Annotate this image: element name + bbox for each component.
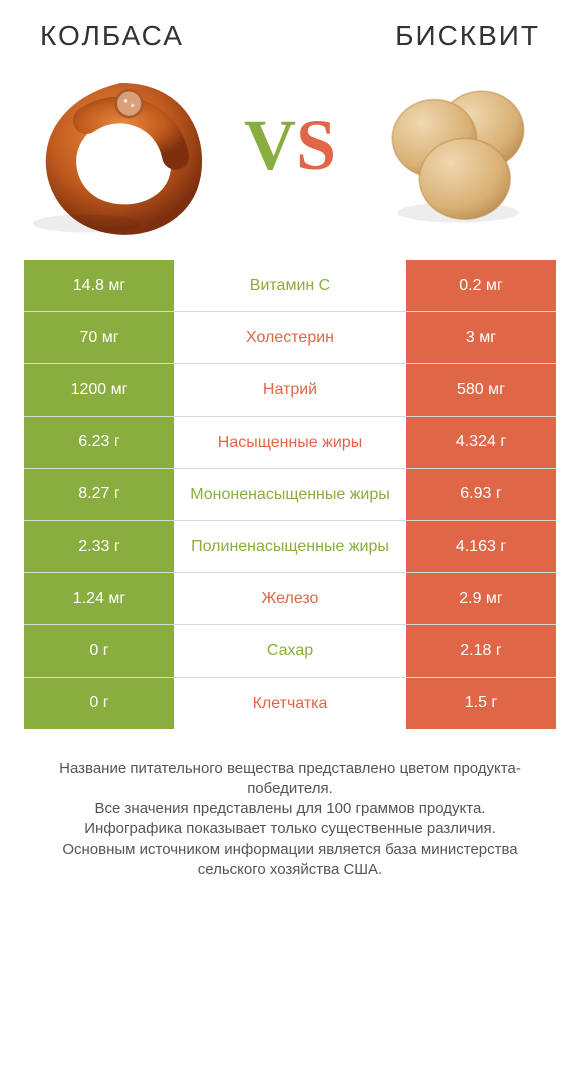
table-row: 8.27 гМононенасыщенные жиры6.93 г <box>24 469 556 521</box>
left-value: 2.33 г <box>24 521 174 572</box>
table-row: 1.24 мгЖелезо2.9 мг <box>24 573 556 625</box>
left-value: 0 г <box>24 625 174 676</box>
right-product-image <box>368 66 548 236</box>
table-row: 1200 мгНатрий580 мг <box>24 364 556 416</box>
left-value: 6.23 г <box>24 417 174 468</box>
left-value: 70 мг <box>24 312 174 363</box>
table-row: 14.8 мгВитамин C0.2 мг <box>24 260 556 312</box>
table-row: 70 мгХолестерин3 мг <box>24 312 556 364</box>
footnote-line: Основным источником информации является … <box>42 840 538 881</box>
left-value: 1200 мг <box>24 364 174 415</box>
right-value: 2.18 г <box>406 625 556 676</box>
table-row: 2.33 гПолиненасыщенные жиры4.163 г <box>24 521 556 573</box>
table-row: 0 гКлетчатка1.5 г <box>24 678 556 729</box>
nutrient-label: Клетчатка <box>174 678 406 729</box>
right-product-title: БИСКВИТ <box>395 20 540 52</box>
footnote-line: Инфографика показывает только существенн… <box>42 819 538 839</box>
comparison-table: 14.8 мгВитамин C0.2 мг70 мгХолестерин3 м… <box>24 260 556 729</box>
nutrient-label: Витамин C <box>174 260 406 311</box>
right-value: 3 мг <box>406 312 556 363</box>
right-value: 580 мг <box>406 364 556 415</box>
table-row: 6.23 гНасыщенные жиры4.324 г <box>24 417 556 469</box>
right-value: 0.2 мг <box>406 260 556 311</box>
footnote-line: Все значения представлены для 100 граммо… <box>42 799 538 819</box>
left-value: 8.27 г <box>24 469 174 520</box>
right-value: 1.5 г <box>406 678 556 729</box>
vs-v: V <box>244 109 296 181</box>
nutrient-label: Мононенасыщенные жиры <box>174 469 406 520</box>
left-value: 0 г <box>24 678 174 729</box>
footnote-text: Название питательного вещества представл… <box>24 729 556 881</box>
footnote-line: Название питательного вещества представл… <box>42 759 538 800</box>
title-row: КОЛБАСА БИСКВИТ <box>24 20 556 52</box>
left-value: 1.24 мг <box>24 573 174 624</box>
right-value: 6.93 г <box>406 469 556 520</box>
nutrient-label: Сахар <box>174 625 406 676</box>
left-product-image <box>32 66 212 236</box>
left-product-title: КОЛБАСА <box>40 20 184 52</box>
nutrient-label: Холестерин <box>174 312 406 363</box>
nutrient-label: Насыщенные жиры <box>174 417 406 468</box>
nutrient-label: Полиненасыщенные жиры <box>174 521 406 572</box>
nutrient-label: Натрий <box>174 364 406 415</box>
right-value: 2.9 мг <box>406 573 556 624</box>
right-value: 4.163 г <box>406 521 556 572</box>
nutrient-label: Железо <box>174 573 406 624</box>
right-value: 4.324 г <box>406 417 556 468</box>
infographic-root: КОЛБАСА БИСКВИТ <box>0 0 580 880</box>
vs-label: VS <box>244 109 336 181</box>
hero-row: VS <box>24 70 556 260</box>
vs-s: S <box>296 109 336 181</box>
table-row: 0 гСахар2.18 г <box>24 625 556 677</box>
left-value: 14.8 мг <box>24 260 174 311</box>
